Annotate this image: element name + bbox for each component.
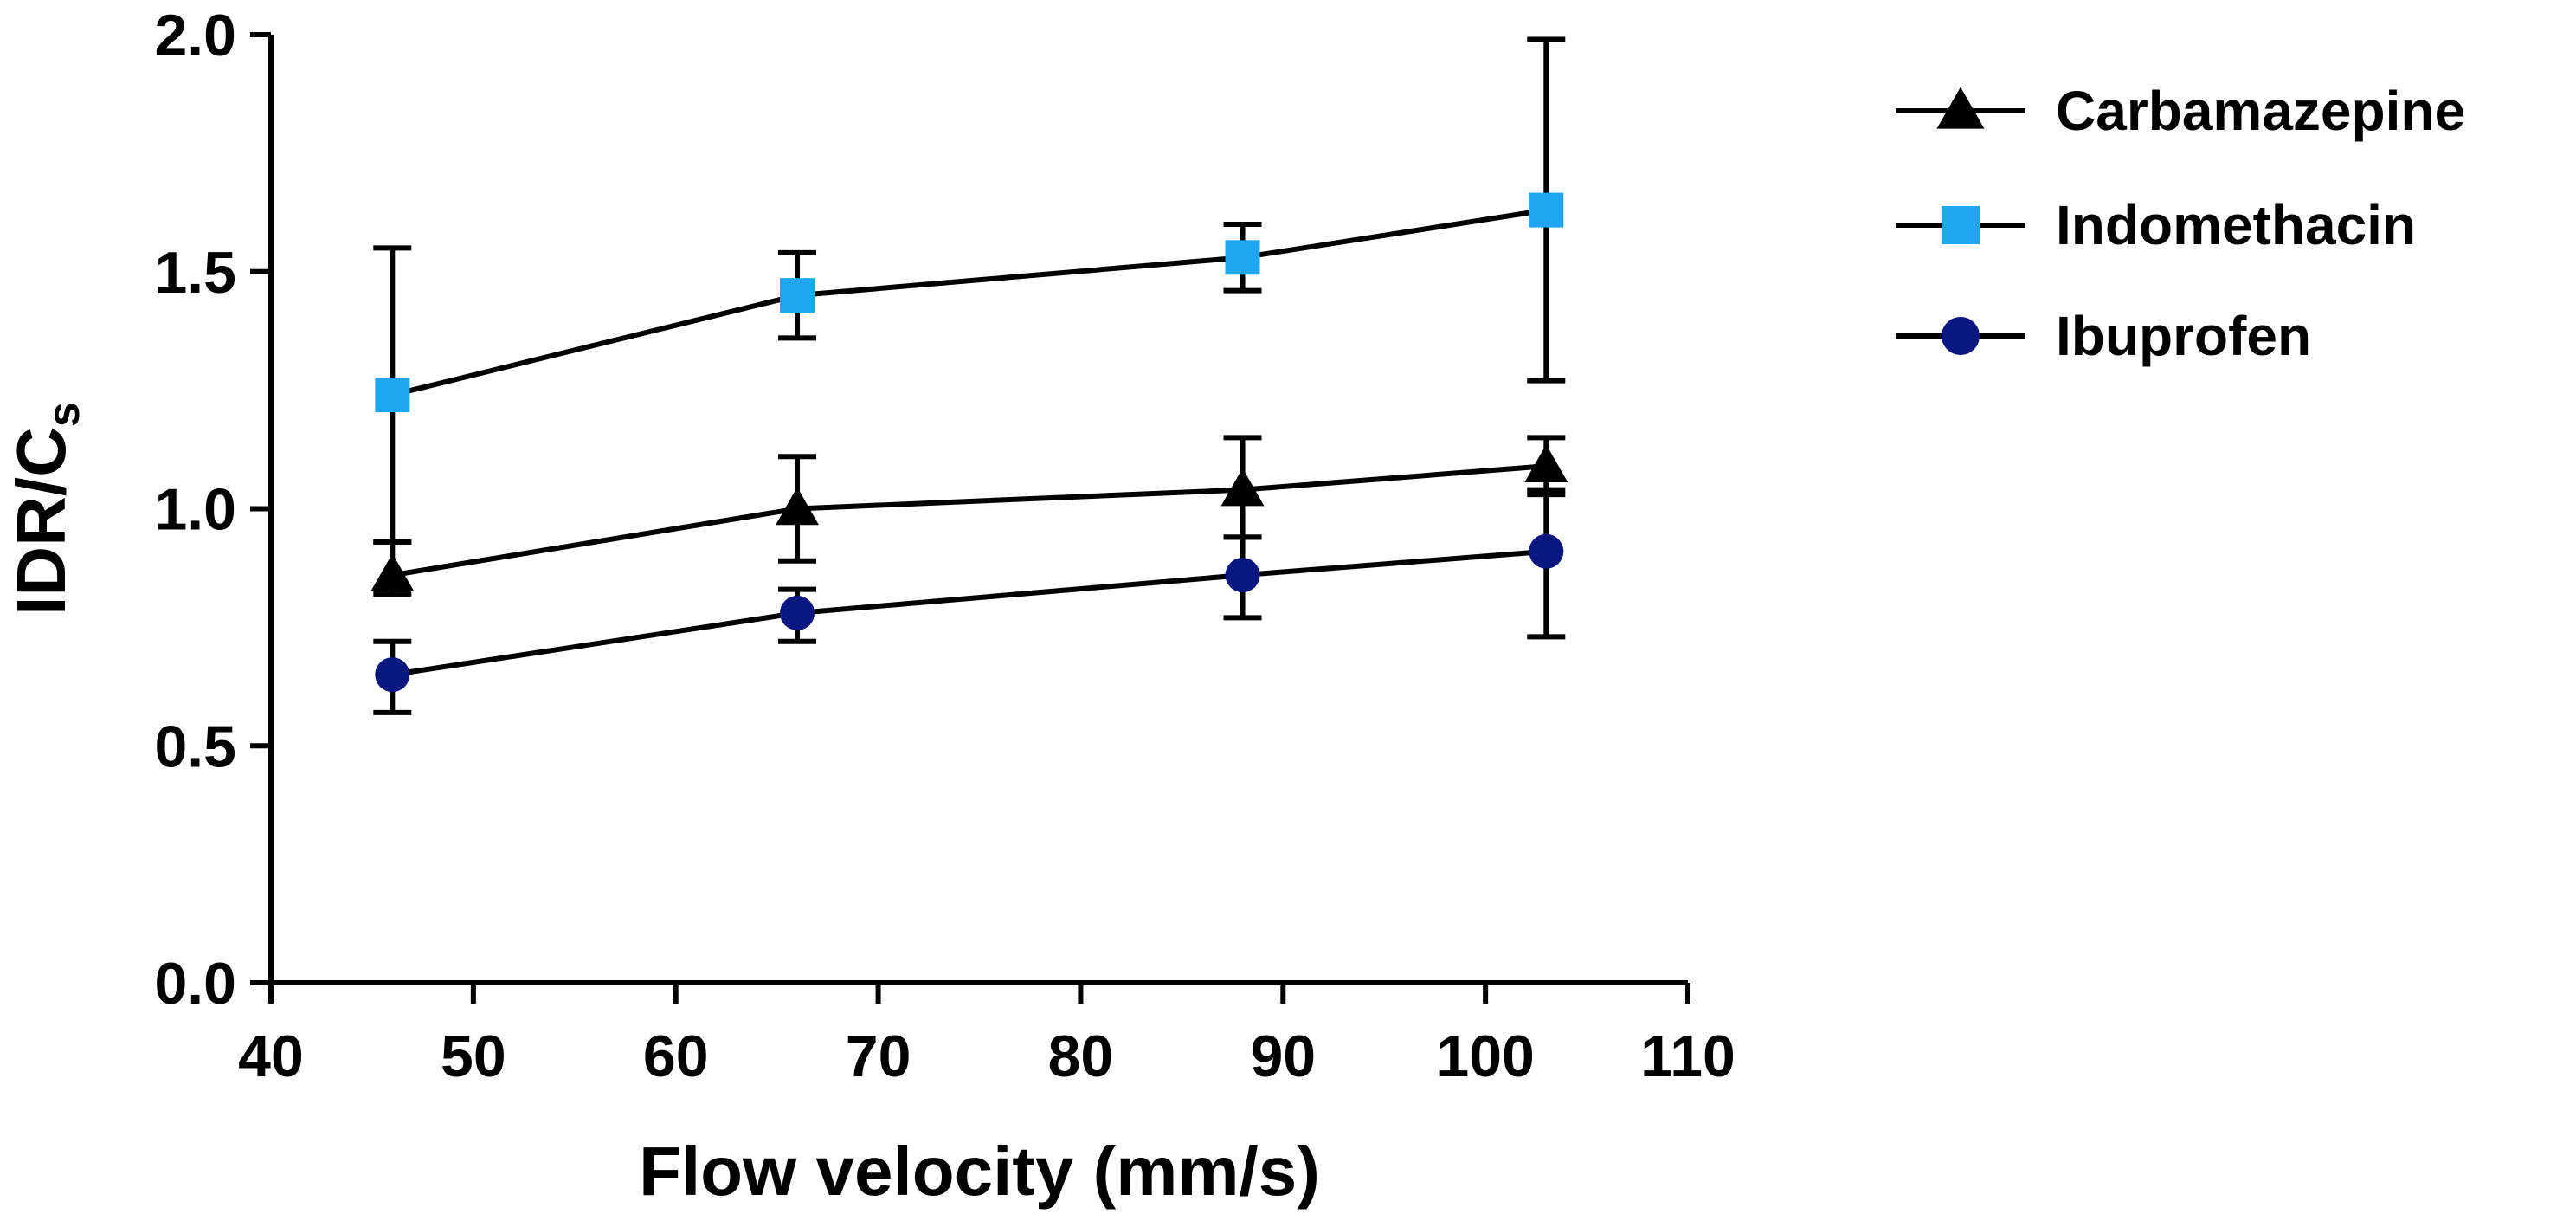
x-tick-label: 100 (1436, 1024, 1534, 1089)
legend-marker (1936, 87, 1985, 129)
data-point (776, 487, 820, 526)
y-axis-label: IDR/Cs (3, 402, 89, 616)
data-point (1529, 533, 1564, 569)
x-tick-label: 60 (643, 1024, 709, 1089)
series-indomethacin (373, 36, 1566, 545)
legend-item-carbamazepine: Carbamazepine (1896, 80, 2465, 142)
legend-marker (1942, 317, 1980, 355)
legend: Carbamazepine Indomethacin Ibuprofen (1896, 80, 2465, 367)
y-tick-label: 2.0 (154, 3, 236, 68)
series-carbamazepine (370, 435, 1568, 597)
data-point (1225, 240, 1260, 275)
legend-label: Indomethacin (2056, 194, 2416, 256)
x-tick-label: 50 (441, 1024, 506, 1089)
data-point (1225, 558, 1260, 593)
legend-item-ibuprofen: Ibuprofen (1896, 305, 2311, 367)
legend-marker (1942, 206, 1980, 244)
data-point (370, 553, 415, 591)
x-axis-label: Flow velocity (mm/s) (639, 1133, 1320, 1210)
series-line (391, 463, 1547, 578)
data-point (375, 378, 410, 413)
series-ibuprofen (373, 487, 1566, 715)
series-line (391, 548, 1547, 678)
x-tick-label: 40 (238, 1024, 304, 1089)
x-tick-label: 110 (1640, 1024, 1736, 1089)
legend-label: Carbamazepine (2056, 80, 2465, 142)
data-point (1529, 192, 1564, 228)
data-point (780, 595, 815, 630)
data-point (1524, 444, 1568, 482)
data-point (375, 657, 410, 693)
y-tick-label: 1.0 (154, 477, 236, 543)
y-axis-label-subscript: s (39, 402, 89, 427)
y-tick-label: 1.5 (154, 240, 236, 306)
data-point (780, 278, 815, 313)
x-tick-label: 70 (846, 1024, 911, 1089)
x-tick-label: 80 (1048, 1024, 1114, 1089)
series-line (391, 207, 1547, 398)
y-tick-label: 0.5 (154, 714, 236, 779)
data-point (1220, 468, 1265, 507)
legend-label: Ibuprofen (2056, 305, 2311, 367)
y-tick-label: 0.0 (154, 951, 236, 1017)
legend-item-indomethacin: Indomethacin (1896, 194, 2416, 256)
x-tick-label: 90 (1250, 1024, 1316, 1089)
y-axis-label-main: IDR/C (3, 427, 80, 616)
